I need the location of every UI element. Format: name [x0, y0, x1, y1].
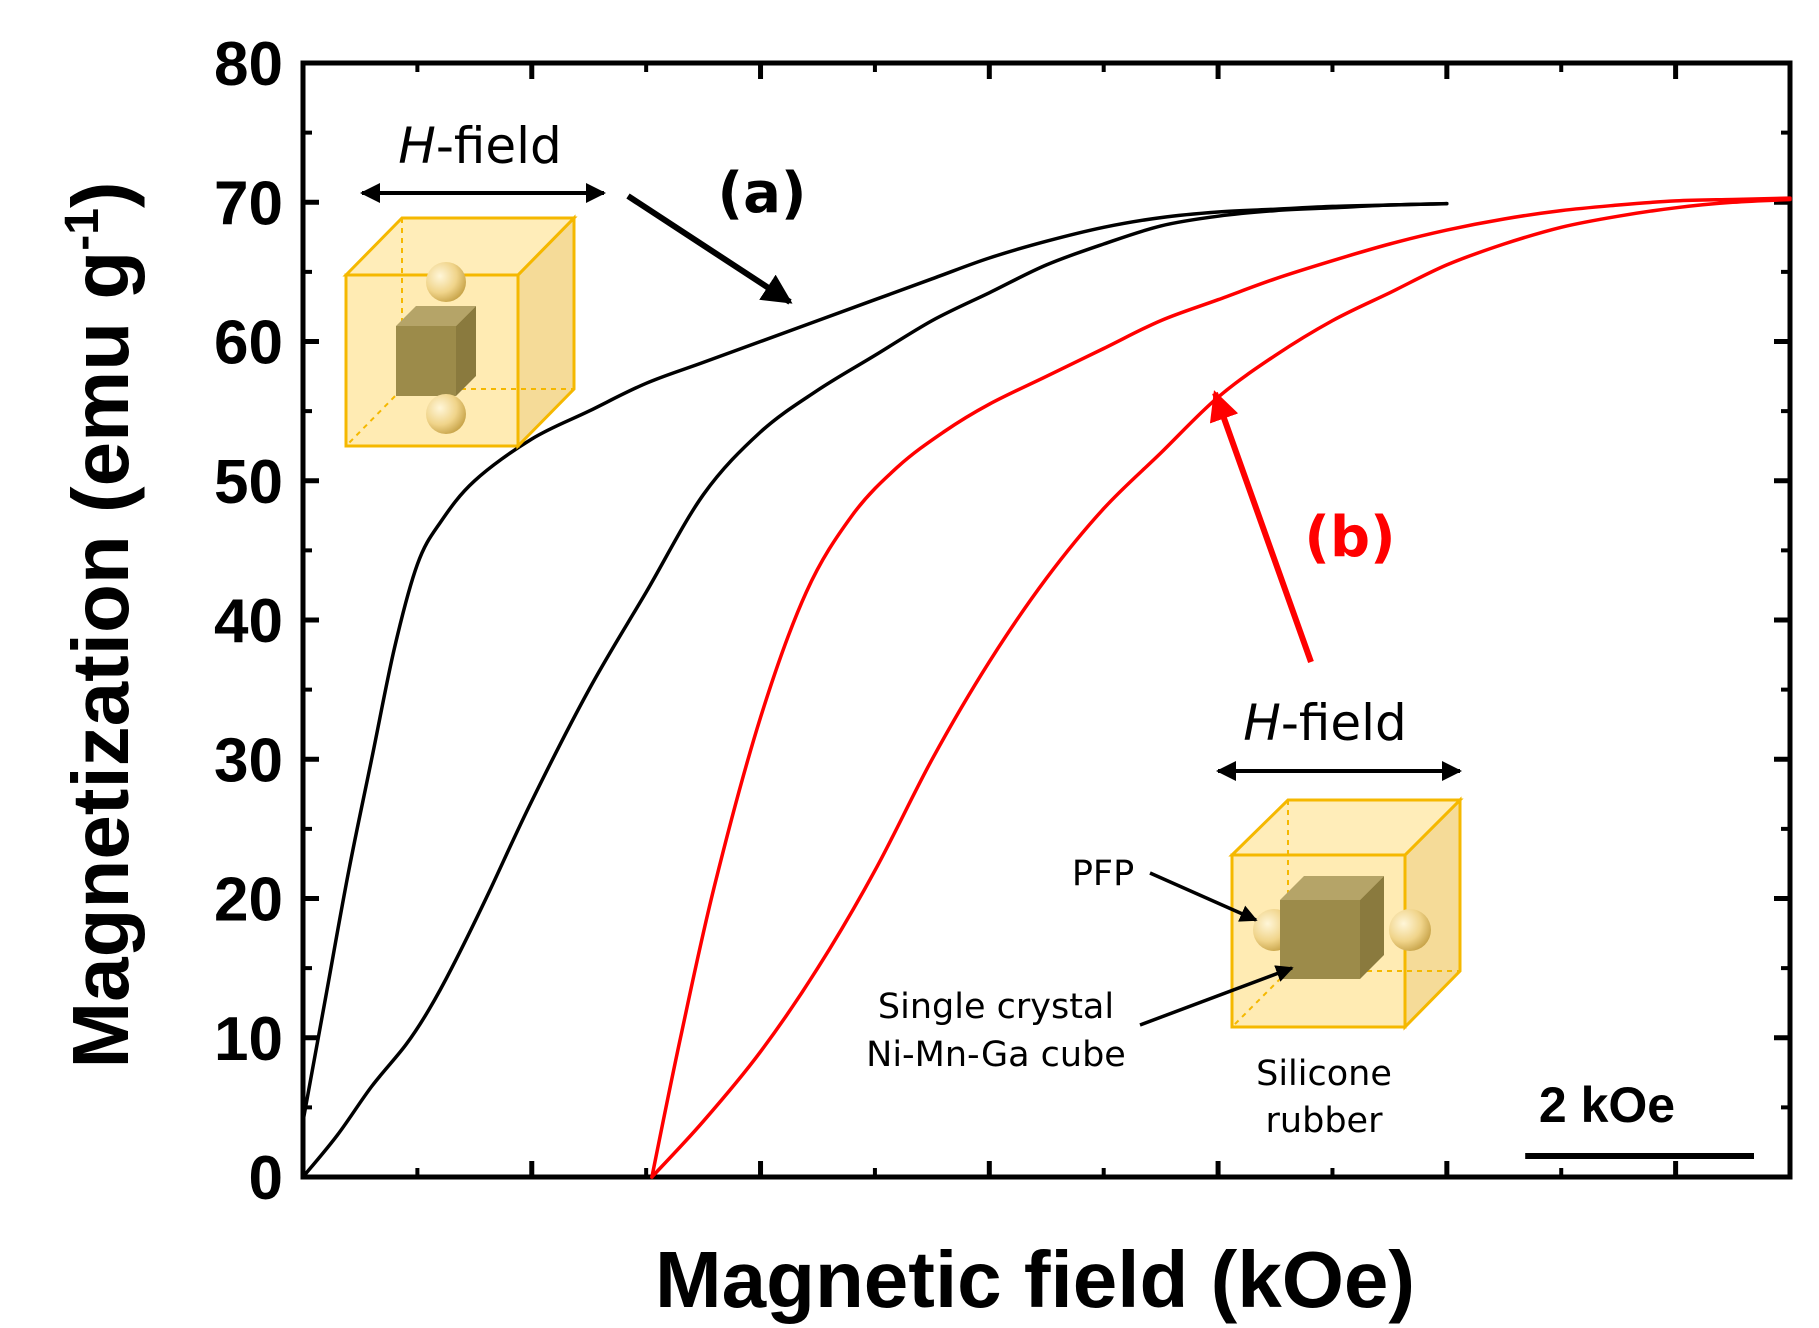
series-b-branch-1 — [650, 197, 1792, 1179]
y-axis-ticks: 0 10 20 30 40 50 60 70 80 — [214, 30, 1790, 1213]
inset2-crystal-top — [1280, 876, 1384, 900]
silicone-label-line2: rubber — [1266, 1101, 1384, 1141]
crystal-pointer — [1139, 965, 1294, 1027]
inset1-hfield-italic: H — [398, 117, 436, 175]
inset1-crystal-top — [396, 306, 476, 326]
series-a-branch-1 — [301, 201, 1449, 1179]
pfp-label: PFP — [1072, 854, 1134, 894]
y-tick-label: 40 — [214, 587, 283, 656]
series-layer — [301, 196, 1792, 1179]
series-b-arrow — [1209, 390, 1314, 664]
y-tick-label: 50 — [214, 448, 283, 517]
y-axis-title-superscript: -1 — [56, 208, 109, 251]
inset2-crystal-right — [1360, 876, 1384, 979]
y-axis-title: Magnetization (emu g-1) — [56, 181, 145, 1068]
scale-bar: 2 kOe — [1525, 1077, 1754, 1159]
inset2-particle-right — [1389, 909, 1431, 951]
inset2-hfield-italic: H — [1243, 694, 1281, 752]
y-tick-label: 10 — [214, 1005, 283, 1074]
inset1-crystal-front — [396, 326, 456, 396]
series-b-label: (b) — [1304, 505, 1395, 570]
y-axis-title-close: ) — [56, 181, 145, 208]
y-tick-label: 0 — [249, 1144, 283, 1213]
scale-bar-label: 2 kOe — [1539, 1077, 1675, 1133]
y-tick-label: 60 — [214, 309, 283, 378]
pfp-pointer — [1149, 871, 1258, 922]
inset1-particle-top — [426, 262, 466, 302]
series-a-branch-2 — [301, 201, 1449, 1124]
inset2-crystal-front — [1280, 900, 1360, 979]
inset2-hfield-label: H-field — [1243, 694, 1407, 752]
x-axis-ticks — [300, 63, 1792, 1177]
series-a-arrow — [626, 193, 793, 305]
inset1-hfield-label: H-field — [398, 117, 562, 175]
series-a-label: (a) — [718, 161, 807, 226]
y-tick-label: 80 — [214, 30, 283, 99]
y-axis-title-main: Magnetization (emu g — [56, 251, 145, 1069]
series-b-branch-2 — [650, 196, 1792, 1179]
y-tick-label: 30 — [214, 726, 283, 795]
silicone-label-line1: Silicone — [1256, 1054, 1392, 1094]
crystal-label-line1: Single crystal — [878, 987, 1114, 1027]
inset1-particle-bottom — [426, 394, 466, 434]
crystal-label-line2: Ni-Mn-Ga cube — [866, 1035, 1126, 1075]
inset1-hfield-rest: -field — [436, 117, 562, 175]
inset2-hfield-rest: -field — [1281, 694, 1407, 752]
inset-bottom-right: H-field PFP Single crystal Ni-Mn-Ga cube… — [866, 694, 1464, 1141]
x-axis-title: Magnetic field (kOe) — [655, 1235, 1415, 1324]
inset1-crystal-right — [456, 306, 476, 396]
y-tick-label: 20 — [214, 866, 283, 935]
inset-top-left: H-field — [342, 117, 606, 450]
y-tick-label: 70 — [214, 169, 283, 238]
